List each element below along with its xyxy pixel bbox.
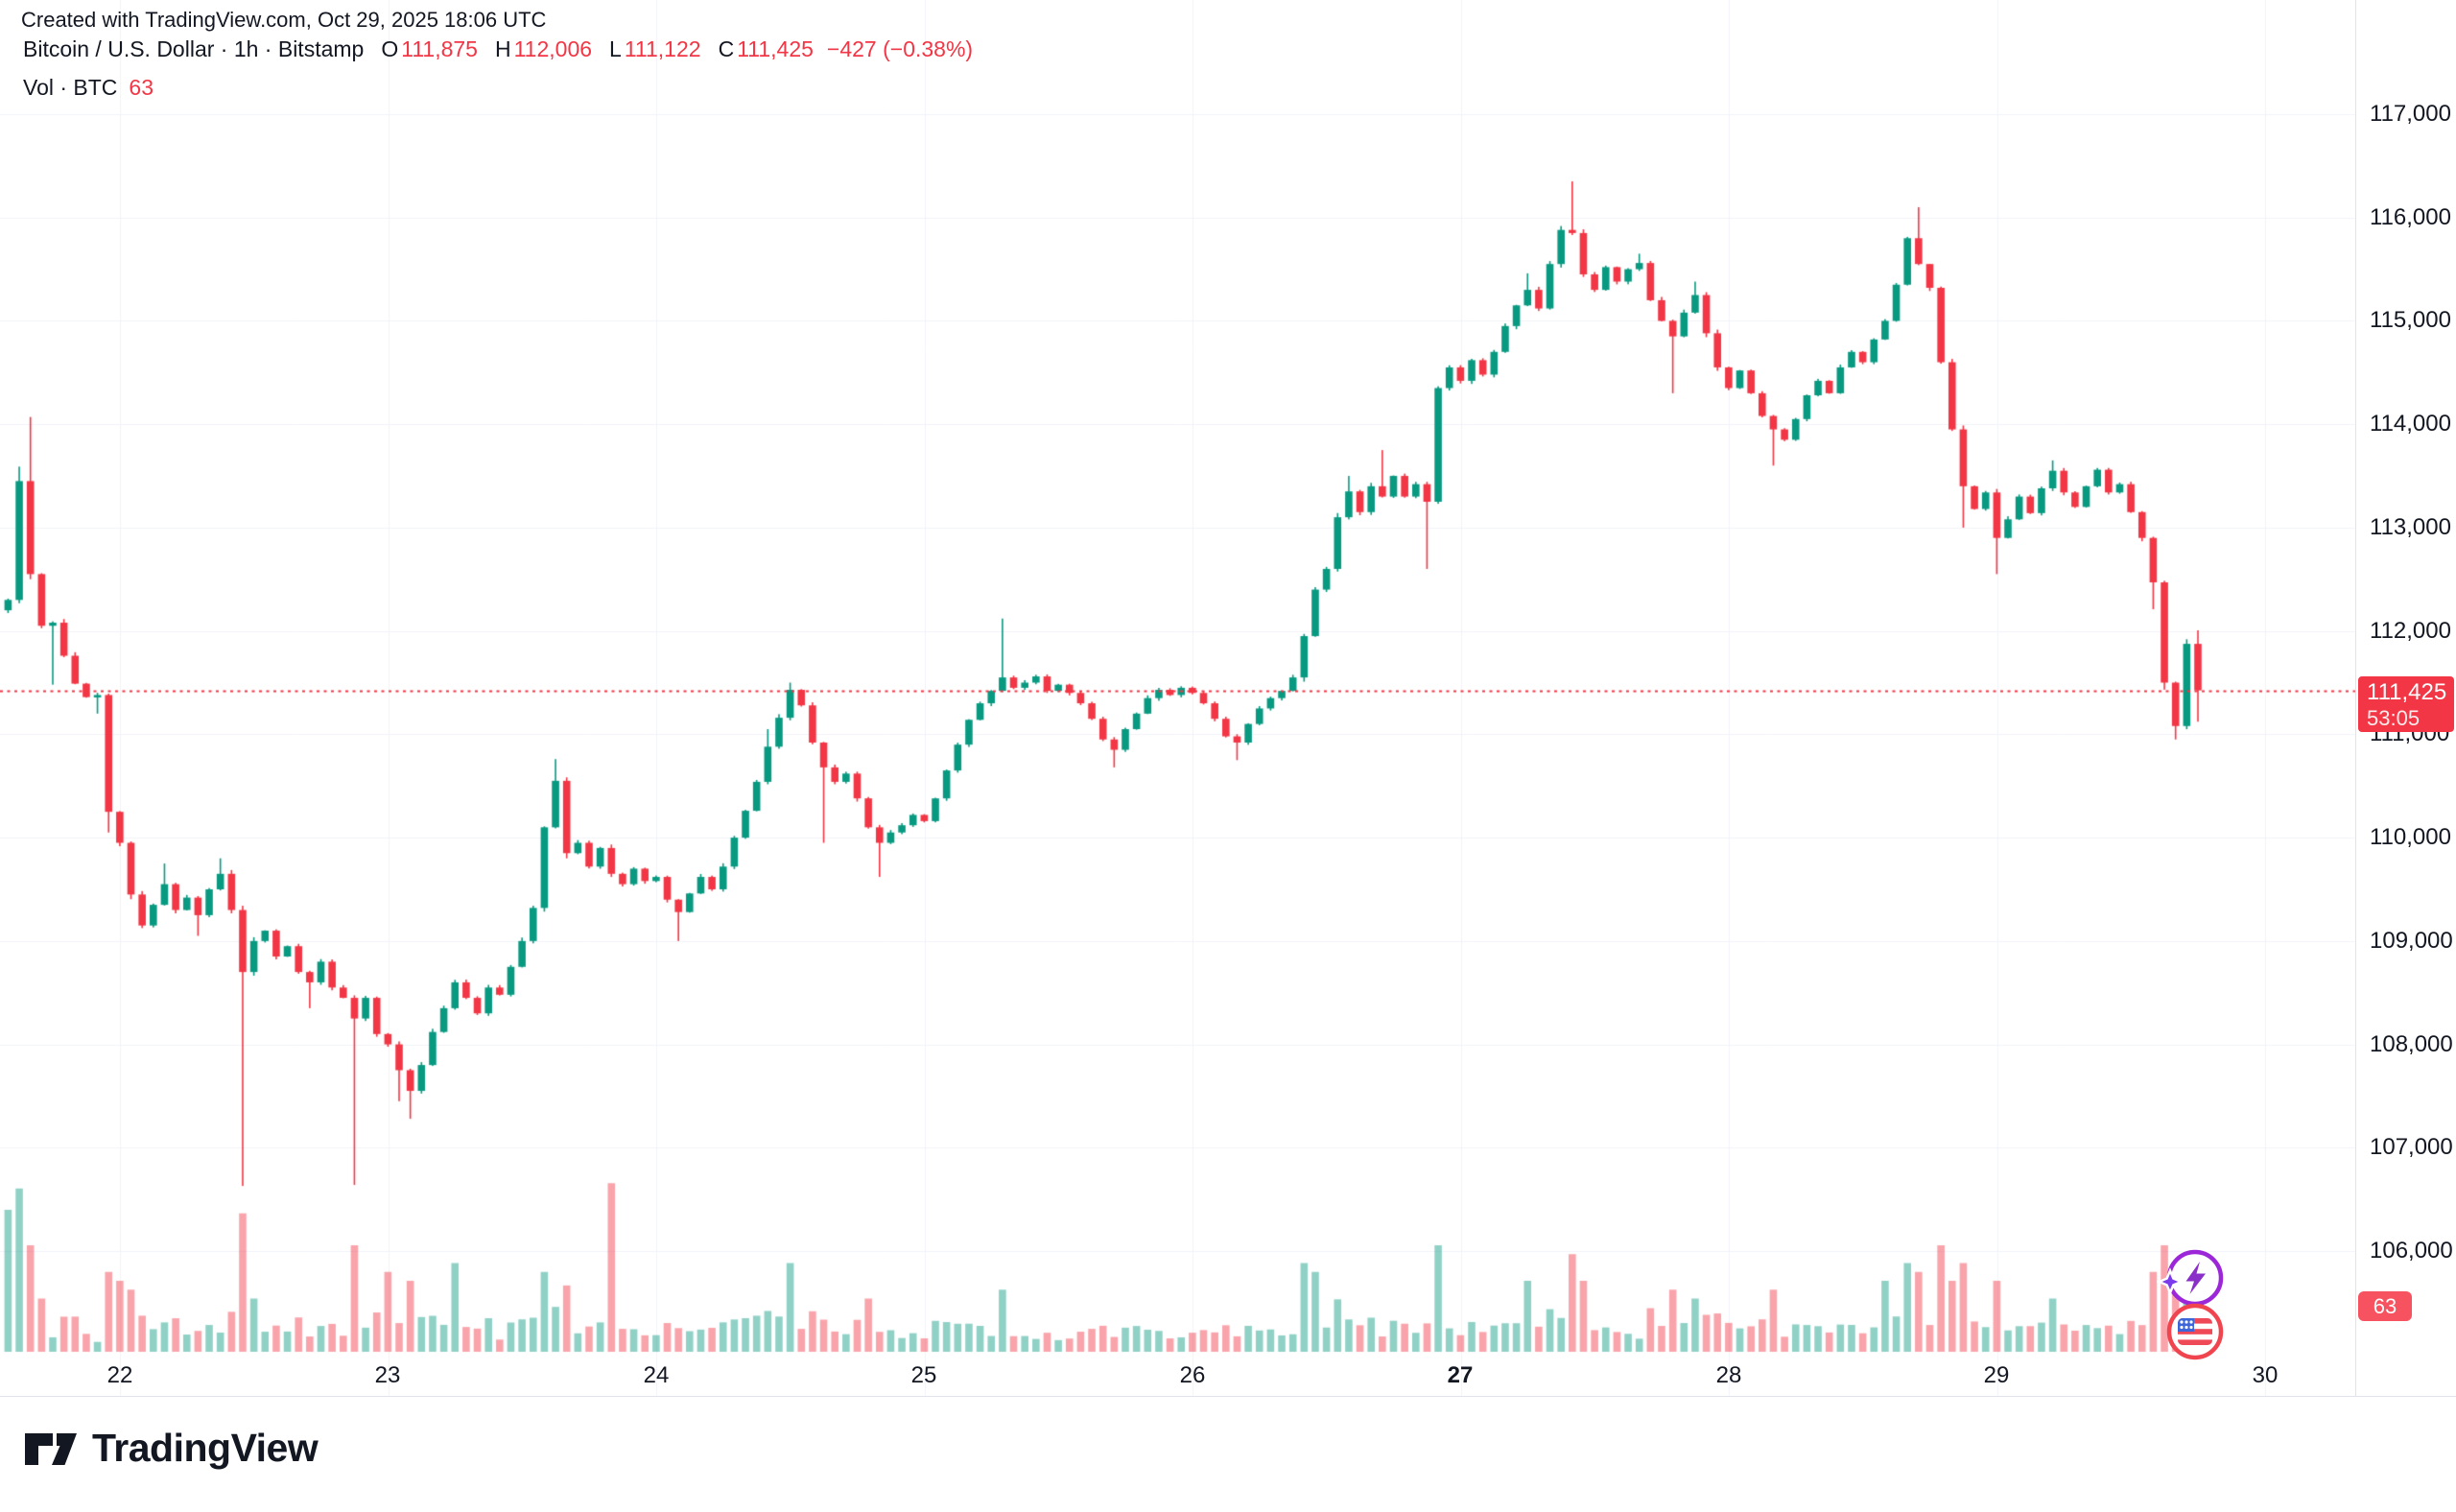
price-label: 107,000 [2370,1134,2453,1160]
ohlc-low: L 111,122 [609,36,701,62]
high-label: H [494,36,511,61]
price-label: 112,000 [2370,618,2451,644]
lightning-event-icon[interactable] [2157,1241,2232,1316]
time-label: 28 [1715,1362,1742,1388]
time-label: 23 [374,1362,401,1388]
price-label: 110,000 [2370,824,2451,850]
volume-badge: 63 [2358,1291,2412,1321]
symbol-title[interactable]: Bitcoin / U.S. Dollar · 1h · Bitstamp [23,36,365,61]
price-label: 116,000 [2370,204,2451,230]
high-value: 112,006 [513,36,593,61]
time-label: 24 [643,1362,670,1388]
price-axis-separator[interactable] [2355,0,2356,1396]
tradingview-logo-icon [25,1432,77,1465]
tradingview-logo-text: TradingView [92,1426,319,1470]
close-value: 111,425 [737,36,814,61]
created-note: Created with TradingView.com, Oct 29, 20… [21,8,547,32]
price-label: 109,000 [2370,928,2453,954]
close-label: C [718,36,735,61]
last-price-value: 111,425 [2367,679,2447,705]
time-label: 27 [1447,1362,1474,1388]
bar-countdown: 53:05 [2367,706,2421,730]
volume-value: 63 [129,75,154,100]
price-label: 115,000 [2370,307,2451,333]
change-value: −427 (−0.38%) [826,36,974,61]
price-label: 114,000 [2370,411,2451,437]
time-label: 30 [2252,1362,2279,1388]
us-flag-event-icon[interactable] [2159,1297,2232,1370]
volume-label: Vol · BTC [23,75,118,100]
price-badge: 111,425 53:05 [2358,676,2454,732]
time-label: 22 [106,1362,133,1388]
time-label: 29 [1983,1362,2010,1388]
price-label: 106,000 [2370,1238,2453,1264]
ohlc-high: H 112,006 [495,36,592,62]
time-label: 26 [1179,1362,1206,1388]
volume-legend: Vol · BTC 63 [23,75,154,101]
price-label: 117,000 [2370,101,2451,127]
ohlc-close: C 111,425 [719,36,814,62]
low-value: 111,122 [624,36,701,61]
price-label: 113,000 [2370,514,2451,540]
open-label: O [381,36,399,61]
tradingview-logo[interactable]: TradingView [23,1426,319,1471]
low-label: L [609,36,622,61]
price-label: 108,000 [2370,1031,2453,1057]
ohlc-open: O 111,875 [381,36,478,62]
time-axis-separator[interactable] [0,1396,2456,1397]
open-value: 111,875 [401,36,478,61]
time-label: 25 [910,1362,937,1388]
